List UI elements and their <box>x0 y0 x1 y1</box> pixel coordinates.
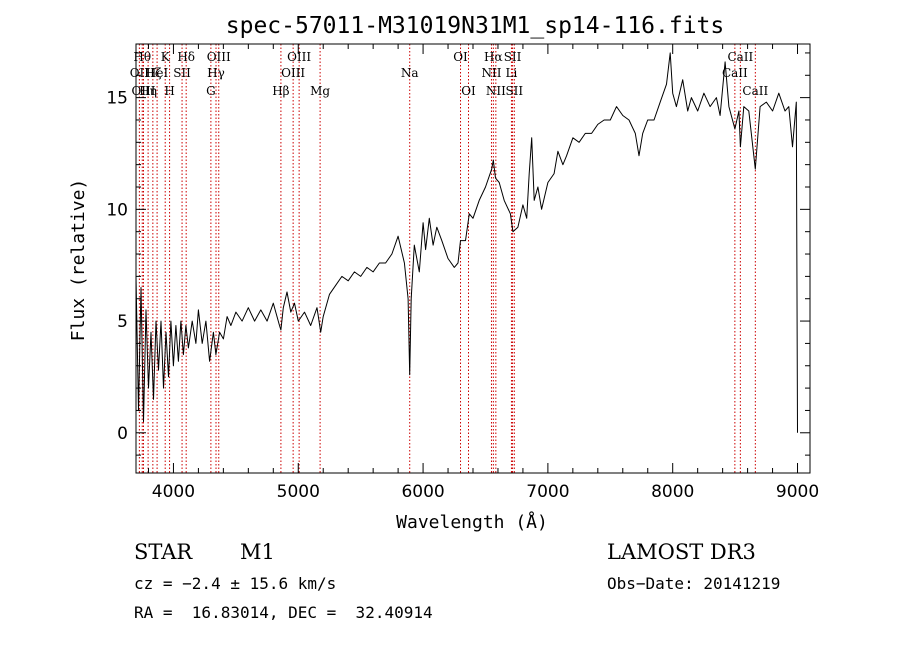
line-marker-label-10: G <box>206 84 216 98</box>
line-marker-label-4: Hζ <box>144 66 161 80</box>
x-axis-label: Wavelength (Å) <box>396 511 548 533</box>
line-marker-label-20: NII <box>481 66 501 80</box>
y-tick-label-3: 15 <box>106 89 128 109</box>
line-marker-label-6: K <box>161 50 171 64</box>
line-marker-label-1: Hθ <box>133 50 151 64</box>
line-marker-label-27: CaII <box>727 50 753 64</box>
line-marker-label-7: H <box>164 84 174 98</box>
line-marker-label-13: Hβ <box>272 84 289 98</box>
line-marker-label-9: Hδ <box>177 50 195 64</box>
redshift-text: cz = −2.4 ± 15.6 km/s <box>134 574 337 593</box>
y-tick-label-0: 0 <box>117 424 128 444</box>
obs-date-text: Obs−Date: 20141219 <box>607 574 781 593</box>
object-subclass-label: M1 <box>240 540 275 564</box>
y-axis: 0 5 10 15 <box>106 52 810 456</box>
x-tick-label-4: 8000 <box>651 482 694 502</box>
line-labels-layer: OIIHθOIIIHηHζHeIKHSIIHδGHγOIIIHβOIIIOIII… <box>130 50 769 98</box>
line-marker-label-26: CaII <box>722 66 748 80</box>
object-class-label: STAR <box>134 540 193 564</box>
x-tick-label-0: 4000 <box>152 482 195 502</box>
x-tick-label-5: 9000 <box>776 482 819 502</box>
coordinates-text: RA = 16.83014, DEC = 32.40914 <box>134 603 433 622</box>
line-marker-label-24: SII <box>504 50 522 64</box>
line-marker-label-3: Hη <box>139 84 157 98</box>
line-marker-label-2: OIII <box>131 84 155 98</box>
plot-frame <box>135 43 811 474</box>
line-marker-label-19: OI <box>461 84 476 98</box>
chart-title: spec-57011-M31019N31M1_sp14-116.fits <box>226 13 725 39</box>
line-marker-label-28: CaII <box>742 84 768 98</box>
y-tick-label-1: 5 <box>117 312 128 332</box>
line-marker-label-16: Mg <box>310 84 330 98</box>
spectrum-series-line <box>135 52 798 433</box>
x-axis: 4000 5000 6000 7000 8000 9000 <box>147 44 819 502</box>
line-marker-label-0: OII <box>130 66 150 80</box>
line-markers-layer <box>138 44 756 473</box>
y-tick-label-2: 10 <box>106 200 128 220</box>
line-marker-label-14: OIII <box>281 66 305 80</box>
line-marker-label-23: Li <box>506 66 518 80</box>
line-marker-label-15: OIII <box>287 50 311 64</box>
line-marker-label-8: SII <box>173 66 191 80</box>
x-tick-label-3: 7000 <box>526 482 569 502</box>
line-marker-label-12: OIII <box>207 50 231 64</box>
line-marker-label-11: Hγ <box>207 66 225 80</box>
x-tick-label-2: 6000 <box>401 482 444 502</box>
line-marker-label-5: HeI <box>146 66 169 80</box>
y-axis-label: Flux (relative) <box>68 179 89 342</box>
survey-label: LAMOST DR3 <box>607 540 756 564</box>
line-marker-label-22: NII <box>486 84 506 98</box>
line-marker-label-18: OI <box>453 50 468 64</box>
line-marker-label-17: Na <box>401 66 419 80</box>
line-marker-label-25: SII <box>505 84 523 98</box>
line-marker-label-21: Hα <box>484 50 503 64</box>
x-tick-label-1: 5000 <box>277 482 320 502</box>
